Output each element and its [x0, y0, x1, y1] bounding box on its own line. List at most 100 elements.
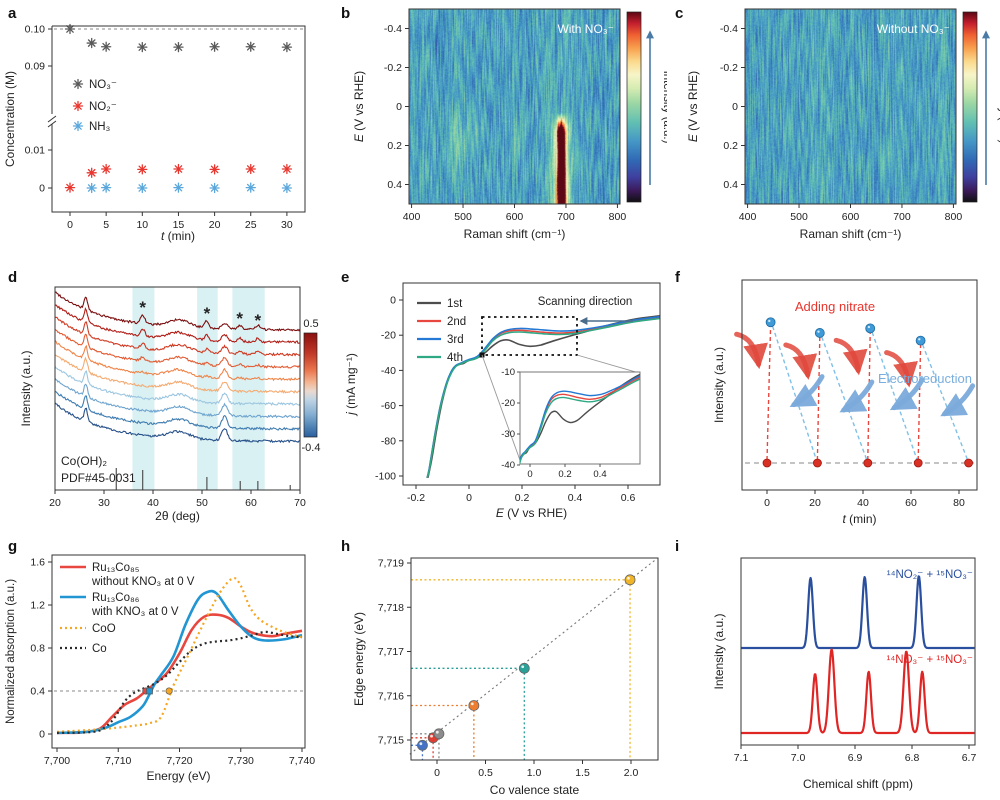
- legend-label: 3rd: [447, 334, 464, 346]
- x-tick-label: 7.1: [734, 752, 749, 764]
- asterisk-marker: [173, 182, 184, 193]
- nmr-trace: [740, 575, 975, 650]
- adding-nitrate-arrow: [833, 337, 868, 376]
- x-tick-label: 0: [67, 219, 73, 231]
- plot-box: [741, 279, 978, 491]
- panel-f: f Adding nitrate Electroreduction 0 20 40 60 8…: [667, 255, 1000, 530]
- asterisk-marker: [209, 164, 220, 175]
- asterisk-marker: [245, 41, 256, 52]
- condition-label: Without NO₃⁻: [877, 22, 950, 36]
- x-tick-label: 800: [609, 211, 627, 223]
- point-highlight: [918, 338, 921, 341]
- nmr-trace: [740, 648, 975, 735]
- y-axis-label: Concentration (M): [3, 71, 17, 167]
- edge-marker: [165, 687, 173, 695]
- series-NO3-: [64, 23, 293, 53]
- star-peak-marker: *: [236, 309, 243, 328]
- y-tick-label: 0: [396, 101, 402, 113]
- point-highlight: [470, 702, 474, 706]
- x-axis-label: 2θ (deg): [155, 509, 200, 523]
- plot-box: [51, 25, 306, 213]
- panel-letter-d: d: [8, 269, 18, 286]
- panel-b: b 400 500 600 700 800 -0.4 -0.2 0 0.2 0.4 Raman sh…: [333, 0, 667, 255]
- y-axis-label: Intensity (a.u.): [712, 347, 726, 423]
- x-tick-label: 7,700: [44, 755, 70, 767]
- y-tick-label: -0.4: [720, 23, 738, 35]
- electroreduction-arrow: [940, 383, 976, 417]
- x-tick-label: 20: [49, 497, 61, 509]
- x-tick-label: 0: [764, 497, 770, 509]
- y-tick-label: 0: [390, 295, 396, 307]
- x-tick-label: 30: [281, 219, 293, 231]
- x-axis-label: Raman shift (cm⁻¹): [800, 227, 902, 241]
- x-tick-label: 7,720: [166, 755, 192, 767]
- asterisk-marker: [64, 182, 76, 193]
- adding-nitrate-dashed-line: [766, 326, 772, 461]
- nitrate-depleted-point: [762, 458, 772, 468]
- series-NO2-: [64, 163, 293, 193]
- plot-box: [402, 282, 661, 486]
- plot-box: [740, 557, 976, 746]
- condition-label: With NO₃⁻: [557, 22, 614, 36]
- scanning-direction-label: Scanning direction: [538, 296, 633, 308]
- xrd-curve: [55, 365, 300, 407]
- nitrate-added-point: [765, 317, 776, 328]
- x-axis-label: E (V vs RHE): [496, 506, 567, 520]
- inset-connector: [481, 354, 522, 464]
- pdf-number-label: PDF#45-0031: [61, 471, 136, 485]
- asterisk-marker: [173, 41, 184, 53]
- legend-label: NH₃: [89, 121, 111, 133]
- plot-box: [744, 8, 957, 205]
- xrd-stack-chart: * * * * 20 30 40 50 60 70 2θ (deg) Intensity (a.u.)…: [19, 286, 320, 523]
- y-tick-label: 0.2: [387, 140, 402, 152]
- asterisk-marker: [86, 37, 97, 49]
- xrd-curve: [55, 377, 300, 419]
- x-tick-label: 7.0: [791, 752, 806, 764]
- legend-label-2: without KNO₃ at 0 V: [91, 576, 195, 588]
- y-tick-label: 0: [39, 729, 45, 741]
- panel-d: d * * * * 20 30 40 50 60 70 2θ (deg) Intensity (a.u…: [0, 255, 333, 530]
- star-peak-marker: *: [255, 311, 262, 330]
- asterisk-marker: [173, 163, 184, 175]
- y-tick-label: 0.4: [387, 179, 402, 191]
- legend-label: NO₂⁻: [89, 101, 117, 113]
- x-tick-label: 20: [809, 497, 821, 509]
- y-tick-label: -80: [381, 435, 396, 447]
- adding-nitrate-label: Adding nitrate: [795, 299, 875, 314]
- y-tick-label: 7,719: [378, 558, 404, 570]
- y-tick-label: 7,717: [378, 646, 404, 658]
- xrd-curve: [55, 402, 300, 444]
- x-tick-label: 80: [953, 497, 965, 509]
- x-tick-label: 2.0: [624, 767, 639, 779]
- x-tick-label: 800: [945, 211, 963, 223]
- valence-point: [468, 700, 480, 711]
- asterisk-marker: [72, 100, 84, 112]
- lsv-curve-4th: [426, 317, 660, 479]
- panel-letter-c: c: [675, 5, 684, 22]
- xanes-curves: [56, 576, 303, 735]
- xrd-curve: [55, 316, 300, 357]
- panel-letter-a: a: [8, 5, 17, 22]
- asterisk-marker: [245, 182, 256, 193]
- y-axis-label: Intensity (a.u.): [19, 350, 33, 426]
- x-axis-label: t (min): [842, 512, 876, 526]
- adding-nitrate-dashed-line: [917, 344, 922, 461]
- xrd-curve: [55, 354, 300, 394]
- colorbar-label: Intensity (a.u.): [997, 71, 1000, 144]
- highlight-band: [232, 287, 265, 490]
- asterisk-marker: [86, 167, 97, 178]
- asterisk-marker: [72, 78, 84, 90]
- plot-box: [410, 557, 659, 761]
- y-tick-label: 0.2: [723, 140, 738, 152]
- legend-label-2: with KNO₃ at 0 V: [91, 606, 179, 618]
- x-tick-label: 15: [173, 219, 185, 231]
- point-highlight: [867, 325, 871, 329]
- asterisk-marker: [137, 182, 148, 194]
- y-tick-label: 7,715: [378, 735, 404, 747]
- nmr-label-red: ¹⁴NO₃⁻ + ¹⁵NO₃⁻: [887, 654, 973, 666]
- panel-c: c 400 500 600 700 800 -0.4 -0.2 0 0.2 0.4 Raman sh…: [667, 0, 1000, 255]
- x-tick-label: 25: [245, 219, 257, 231]
- series-NH3: [86, 182, 293, 194]
- x-tick-label: 700: [893, 211, 911, 223]
- asterisk-marker: [137, 164, 148, 175]
